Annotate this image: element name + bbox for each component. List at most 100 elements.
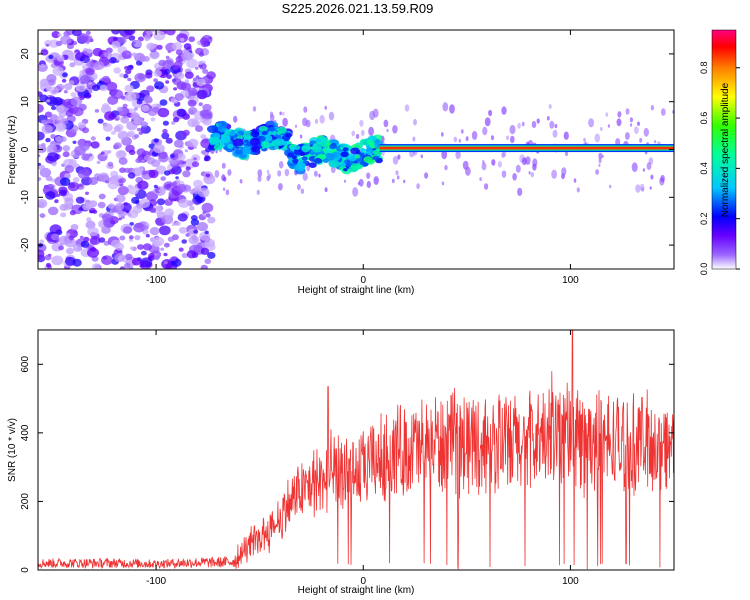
noise-blob <box>120 116 130 124</box>
faint-blob <box>225 189 230 196</box>
noise-blob <box>204 155 211 162</box>
noise-blob <box>171 121 176 125</box>
y-tick-label: 0 <box>20 146 31 152</box>
faint-blob <box>609 184 612 189</box>
faint-blob <box>642 168 646 172</box>
noise-blob <box>175 56 184 63</box>
noise-blob <box>62 151 70 158</box>
faint-blob <box>358 178 364 187</box>
noise-blob <box>202 68 209 74</box>
faint-blob <box>267 173 272 180</box>
noise-blob <box>70 96 83 107</box>
noise-blob <box>38 131 45 141</box>
faint-blob <box>512 173 517 181</box>
noise-blob <box>163 68 171 75</box>
noise-blob <box>153 236 165 247</box>
noise-blob <box>147 107 158 117</box>
noise-blob <box>117 150 126 158</box>
noise-blob <box>98 193 106 200</box>
faint-blob <box>639 137 643 143</box>
noise-blob <box>51 233 60 241</box>
spectrogram-x-axis-label: Height of straight line (km) <box>298 285 415 296</box>
noise-blob <box>61 72 68 78</box>
noise-blob <box>198 102 203 107</box>
faint-blob <box>631 162 638 172</box>
spectrogram-x-ticks: -100 0 100 <box>146 30 579 286</box>
noise-blob <box>80 240 90 248</box>
faint-blob <box>491 159 496 166</box>
faint-blob <box>369 110 375 121</box>
noise-blob <box>148 169 159 179</box>
noise-blob <box>177 153 186 161</box>
noise-blob <box>175 49 183 56</box>
noise-blob <box>79 74 92 85</box>
noise-blob <box>44 254 52 261</box>
noise-blob <box>156 44 163 50</box>
noise-blob <box>117 130 129 140</box>
noise-blob <box>76 33 89 43</box>
colorbar-tick-label: 0.4 <box>699 162 709 175</box>
signal-blob <box>354 164 361 170</box>
noise-blob <box>72 30 82 37</box>
noise-blob <box>181 51 193 61</box>
faint-blob <box>649 186 652 190</box>
signal-blob <box>328 160 340 168</box>
noise-blob <box>58 186 68 195</box>
noise-blob <box>167 50 172 54</box>
noise-blob <box>47 144 57 153</box>
faint-blob <box>214 170 220 178</box>
noise-blob <box>82 168 87 171</box>
noise-blob <box>55 40 63 47</box>
faint-blob <box>465 166 471 176</box>
noise-blob <box>41 119 47 125</box>
noise-blob <box>149 227 160 236</box>
faint-blob <box>532 158 538 167</box>
faint-blob <box>318 173 321 178</box>
noise-blob <box>82 202 92 211</box>
noise-blob <box>100 151 105 155</box>
faint-blob <box>630 123 633 127</box>
noise-blob <box>45 191 56 200</box>
faint-blob <box>522 157 527 166</box>
noise-blob <box>165 80 170 84</box>
noise-blob <box>157 107 170 118</box>
noise-blob <box>153 184 158 189</box>
signal-blob <box>360 139 368 145</box>
faint-blob <box>302 117 308 127</box>
faint-blob <box>355 133 360 140</box>
signal-blob <box>340 151 349 158</box>
snr-x-ticks: -100 0 100 <box>146 330 579 587</box>
faint-blob <box>351 130 356 137</box>
faint-blob <box>397 154 401 160</box>
noise-blob <box>50 134 56 139</box>
signal-blob <box>249 137 261 146</box>
faint-blob <box>440 132 444 137</box>
noise-blob <box>135 158 142 164</box>
colorbar-tick-label: 0.6 <box>699 112 709 125</box>
noise-blob <box>41 143 46 147</box>
noise-blob <box>205 173 211 178</box>
faint-blob <box>583 137 586 142</box>
noise-blob <box>108 57 117 64</box>
noise-blob <box>187 99 197 107</box>
faint-blob <box>319 114 325 124</box>
faint-blob <box>453 136 458 143</box>
faint-blob <box>660 174 665 183</box>
noise-blob <box>131 196 140 204</box>
noise-blob <box>164 242 170 248</box>
noise-blob <box>56 115 65 123</box>
noise-blob <box>166 74 172 79</box>
noise-blob <box>191 161 200 168</box>
noise-blob <box>192 77 198 82</box>
faint-blob <box>484 117 491 127</box>
noise-blob <box>123 167 131 173</box>
noise-blob <box>88 177 99 185</box>
faint-blob <box>257 175 262 182</box>
signal-blob <box>342 147 349 152</box>
noise-blob <box>70 224 79 231</box>
noise-blob <box>204 238 215 248</box>
noise-blob <box>58 235 71 245</box>
noise-blob <box>72 107 84 117</box>
noise-blob <box>171 222 176 227</box>
noise-blob <box>177 213 188 222</box>
